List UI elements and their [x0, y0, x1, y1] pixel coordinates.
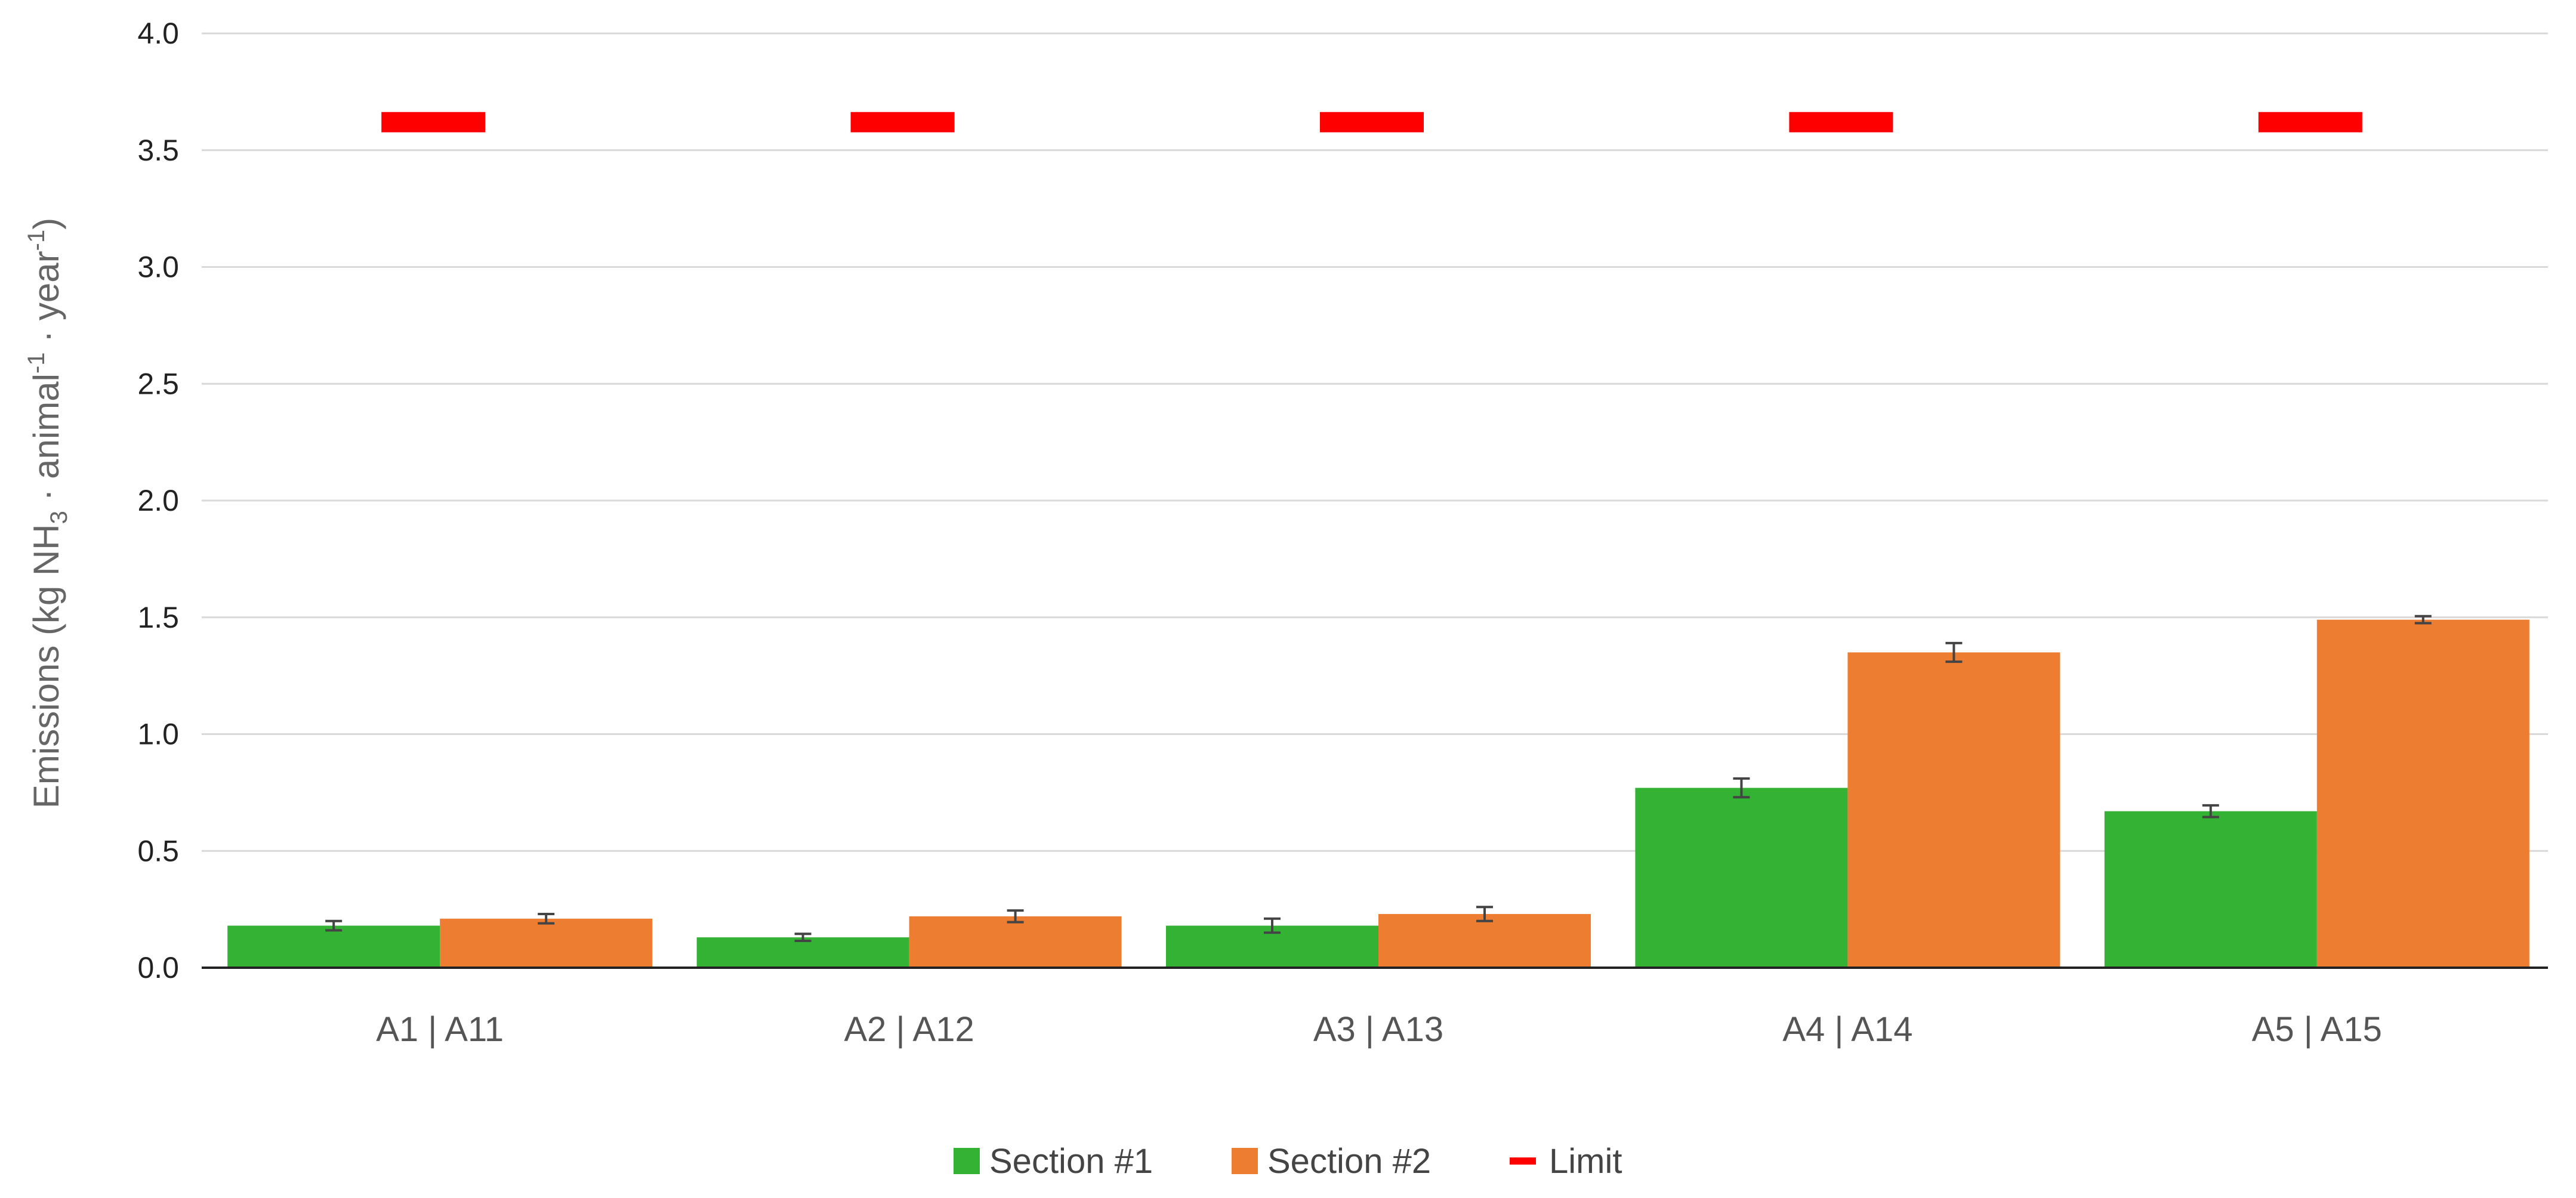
limit-marker-3 [1320, 112, 1424, 132]
legend-swatch-section-2 [1232, 1148, 1258, 1174]
category-labels: A1 | A11 A2 | A12 A3 | A13 A4 | A14 A5 | A15 [376, 1010, 2382, 1049]
error-bar-1-3 [1264, 917, 1281, 934]
error-bar-2-3 [1476, 906, 1493, 922]
limit-marker-5 [2258, 112, 2362, 132]
legend-label-limit: Limit [1549, 1142, 1622, 1181]
error-bar-2-5 [2414, 615, 2432, 625]
bar-1-5 [2104, 811, 2317, 968]
y-tick-label: 3.0 [137, 251, 179, 284]
bar-1-1 [227, 925, 440, 968]
y-tick-label: 1.5 [137, 601, 179, 634]
category-label-2: A2 | A12 [844, 1010, 974, 1049]
y-tick-labels: 0.0 0.5 1.0 1.5 2.0 2.5 3.0 3.5 4.0 [137, 17, 179, 984]
legend: Section #1 Section #2 Limit [954, 1142, 1622, 1181]
y-tick-label: 0.0 [137, 951, 179, 984]
limit-marker-4 [1789, 112, 1893, 132]
y-tick-label: 3.5 [137, 134, 179, 167]
y-tick-label: 4.0 [137, 17, 179, 50]
legend-swatch-section-1 [954, 1148, 980, 1174]
bar-2-2 [909, 916, 1122, 968]
error-bars [325, 615, 2432, 942]
error-bar-1-4 [1733, 777, 1750, 799]
error-bar-2-4 [1945, 641, 1963, 663]
error-bar-1-2 [794, 933, 812, 942]
grid-layer [202, 32, 2548, 852]
y-tick-label: 2.5 [137, 367, 179, 400]
y-tick-label: 2.0 [137, 484, 179, 517]
category-label-5: A5 | A15 [2252, 1010, 2382, 1049]
bar-2-4 [1847, 652, 2060, 968]
category-label-1: A1 | A11 [376, 1010, 504, 1049]
y-axis-label: Emissions (kg NH3 · animal-1 · year-1) [23, 218, 72, 808]
limit-marker-1 [381, 112, 486, 132]
y-tick-label: 0.5 [137, 834, 179, 867]
error-bar-1-1 [325, 919, 343, 932]
bar-2-1 [440, 918, 653, 968]
category-label-4: A4 | A14 [1782, 1010, 1912, 1049]
legend-swatch-limit [1510, 1157, 1536, 1165]
category-label-3: A3 | A13 [1313, 1010, 1443, 1049]
legend-label-section-1: Section #1 [989, 1142, 1153, 1181]
y-tick-label: 1.0 [137, 718, 179, 751]
bar-2-3 [1378, 913, 1591, 968]
limit-markers [381, 112, 2362, 132]
error-bar-1-5 [2202, 804, 2219, 819]
bar-1-2 [696, 937, 909, 968]
error-bar-2-2 [1007, 909, 1024, 924]
limit-marker-2 [850, 112, 955, 132]
bars [227, 619, 2529, 968]
legend-label-section-2: Section #2 [1267, 1142, 1431, 1181]
bar-1-4 [1635, 788, 1848, 968]
bar-2-5 [2316, 619, 2529, 968]
error-bar-2-1 [538, 912, 555, 925]
